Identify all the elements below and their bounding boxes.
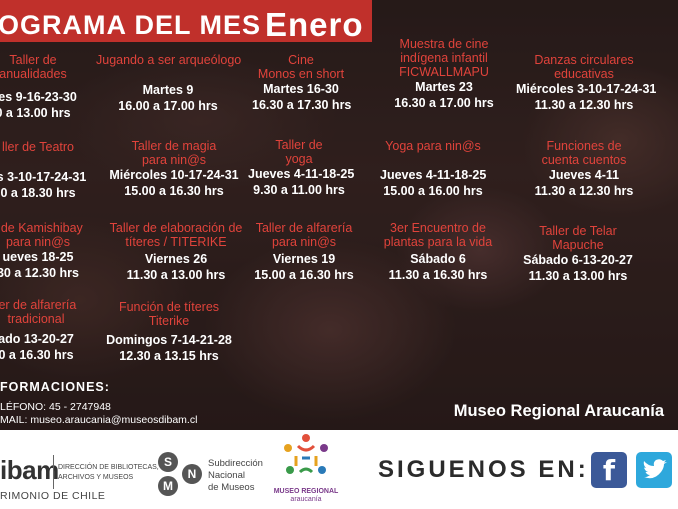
siguenos-label: SIGUENOS EN: <box>378 456 589 483</box>
patrimonio-text: RIMONIO DE CHILE <box>0 490 106 502</box>
info-email[interactable]: MAIL: museo.araucania@museosdibam.cl <box>0 414 198 426</box>
event-telar: Taller de Telar Mapuche Sábado 6-13-20-27… <box>523 224 633 283</box>
museum-name: Museo Regional Araucanía <box>453 402 664 420</box>
event-alfareria-tradicional: ler de alfarería tradicional ado 13-20-27… <box>0 298 77 362</box>
museo-regional-logo-icon <box>284 434 328 474</box>
snm-letter-s: S <box>158 452 178 472</box>
dibam-divider <box>53 455 54 489</box>
event-alfareria-ninos: Taller de alfarería para nin@s Viernes 19… <box>254 221 354 282</box>
event-muestra-cine: Muestra de cine indígena infantil FICWALLM… <box>394 37 494 110</box>
snm-letter-n: N <box>182 464 202 484</box>
event-funcion-titeres: Función de títeres Titerike Domingos 7-14… <box>106 300 232 363</box>
event-yoga: Taller de yoga Jueves 4-11-18-25 9.30 a 11… <box>248 138 355 197</box>
footer <box>0 430 678 509</box>
info-phone: LÉFONO: 45 - 2747948 <box>0 401 111 413</box>
event-cine: Cine Monos en short Martes 16-30 16.30 a 1… <box>252 53 352 112</box>
poster-background <box>0 0 678 430</box>
event-arqueologo: Jugando a ser arqueólogo Martes 9 16.00 a… <box>96 53 242 113</box>
snm-letter-m: M <box>158 476 178 496</box>
dibam-text: DIRECCIÓN DE BIBLIOTECAS, ARCHIVOS Y MUSE… <box>58 464 159 481</box>
month-label: Enero <box>265 6 364 43</box>
twitter-icon[interactable] <box>636 452 672 488</box>
event-magia: Taller de magia para nin@s Miércoles 10-1… <box>109 139 239 198</box>
facebook-icon[interactable]: f <box>591 452 627 488</box>
event-kamishibay: r de Kamishibay para nin@s ueves 18-25 30 … <box>0 221 83 280</box>
snm-logo: S N M <box>158 452 204 498</box>
dibam-logo: ibam <box>0 455 59 485</box>
snm-text: Subdirección Nacional de Museos <box>208 458 263 493</box>
page-title: OGRAMA DEL MES Enero <box>0 6 364 43</box>
event-teatro: ller de Teatro es 3-10-17-24-310 a 18.30… <box>0 140 87 200</box>
title-bar: OGRAMA DEL MES Enero <box>0 0 372 43</box>
event-titeres-taller: Taller de elaboración de títeres / TITERI… <box>109 221 243 282</box>
event-danzas: Danzas circulares educativas Miércoles 3-… <box>516 53 657 112</box>
museo-logo-label: MUSEO REGIONAL araucanía <box>273 488 339 503</box>
event-cuenta-cuentos: Funciones de cuenta cuentos Jueves 4-11 11… <box>534 139 634 198</box>
info-title: FORMACIONES: <box>0 380 110 394</box>
event-yoga-ninos: Yoga para nin@s Jueves 4-11-18-25 15.00 a… <box>380 139 487 198</box>
event-plantas: 3er Encuentro de plantas para la vida Sáb… <box>383 221 493 282</box>
